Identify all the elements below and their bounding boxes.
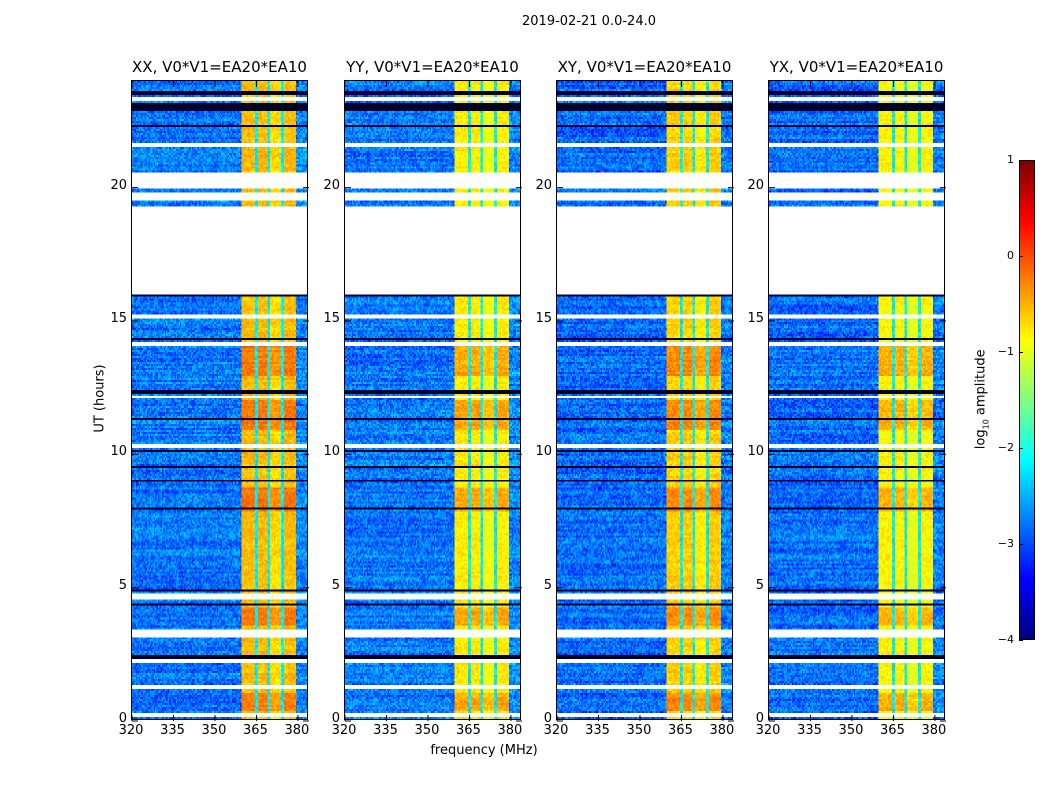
y-tick-label: 0 <box>331 711 340 726</box>
colorbar-tick-mark <box>1019 448 1023 449</box>
spectrogram-image <box>345 81 520 719</box>
y-axis-label: UT (hours) <box>92 364 108 433</box>
x-tick-label: 335 <box>585 723 610 738</box>
y-tick-label: 10 <box>323 444 340 460</box>
x-tick-label: 365 <box>243 723 268 738</box>
spectrogram-panel <box>344 80 522 722</box>
panel-title: YX, V0*V1=EA20*EA10 <box>769 58 944 76</box>
colorbar-tick-mark <box>1019 352 1023 353</box>
x-tick-label: 350 <box>626 723 652 738</box>
axis-ticks <box>556 81 734 722</box>
spectrogram-panel <box>556 80 734 722</box>
colorbar-tick-label: 1 <box>1007 153 1014 166</box>
x-tick-label: 320 <box>118 723 144 738</box>
panel-title: XY, V0*V1=EA20*EA10 <box>557 58 732 76</box>
y-tick-label: 0 <box>755 711 764 726</box>
x-tick-label: 350 <box>414 723 440 738</box>
y-tick-label: 15 <box>747 311 764 326</box>
x-tick-label: 365 <box>456 723 481 738</box>
colorbar-tick-label: −1 <box>997 345 1014 358</box>
y-tick-label: 20 <box>747 177 764 193</box>
x-tick-label: 350 <box>201 723 227 738</box>
colorbar-tick-label: 0 <box>1007 249 1014 262</box>
x-tick-label: 320 <box>331 723 357 738</box>
x-tick-label: 365 <box>668 723 693 738</box>
x-tick-label: 380 <box>921 723 947 738</box>
panel-title: YY, V0*V1=EA20*EA10 <box>346 58 519 76</box>
y-tick-label: 20 <box>110 177 127 193</box>
y-tick-label: 5 <box>543 577 552 593</box>
colorbar-tick-mark <box>1019 640 1023 641</box>
x-tick-label: 320 <box>755 723 781 738</box>
y-tick-label: 15 <box>110 311 127 326</box>
y-tick-label: 5 <box>118 577 127 593</box>
x-tick-label: 335 <box>373 723 398 738</box>
x-tick-label: 365 <box>880 723 905 738</box>
y-tick-label: 5 <box>755 577 764 593</box>
y-tick-label: 0 <box>543 711 552 726</box>
y-tick-label: 15 <box>535 311 552 326</box>
spectrogram-image <box>132 81 307 719</box>
y-tick-label: 10 <box>747 444 764 460</box>
axis-ticks <box>768 81 946 722</box>
panel-title: XX, V0*V1=EA20*EA10 <box>132 58 307 76</box>
spectrogram-image <box>557 81 732 719</box>
x-axis-label: frequency (MHz) <box>430 743 538 758</box>
spectrogram-panel <box>131 80 309 722</box>
colorbar-label-sub: 10 <box>981 419 991 430</box>
colorbar-tick-label: −3 <box>997 537 1014 550</box>
y-tick-label: 20 <box>535 177 552 193</box>
y-tick-label: 0 <box>118 711 127 726</box>
x-tick-label: 380 <box>709 723 735 738</box>
colorbar-tick-label: −2 <box>997 441 1014 454</box>
colorbar-tick-mark <box>1019 160 1023 161</box>
y-tick-label: 20 <box>323 177 340 193</box>
x-tick-label: 335 <box>160 723 185 738</box>
colorbar-tick-mark <box>1019 544 1023 545</box>
y-tick-label: 15 <box>323 311 340 326</box>
colorbar-tick-label: −4 <box>997 633 1014 646</box>
axis-ticks <box>344 81 522 722</box>
x-tick-label: 320 <box>543 723 569 738</box>
colorbar-tick-mark <box>1019 256 1023 257</box>
y-tick-label: 10 <box>535 444 552 460</box>
x-tick-label: 380 <box>497 723 523 738</box>
figure-title: 2019-02-21 0.0-24.0 <box>522 14 656 29</box>
x-tick-label: 350 <box>838 723 864 738</box>
y-tick-label: 5 <box>331 577 340 593</box>
x-tick-label: 380 <box>284 723 310 738</box>
spectrogram-image <box>769 81 944 719</box>
y-tick-label: 10 <box>110 444 127 460</box>
axis-ticks <box>131 81 309 722</box>
colorbar <box>1019 160 1035 640</box>
colorbar-label-rest: amplitude <box>973 349 989 420</box>
spectrogram-panel <box>768 80 946 722</box>
x-tick-label: 335 <box>797 723 822 738</box>
